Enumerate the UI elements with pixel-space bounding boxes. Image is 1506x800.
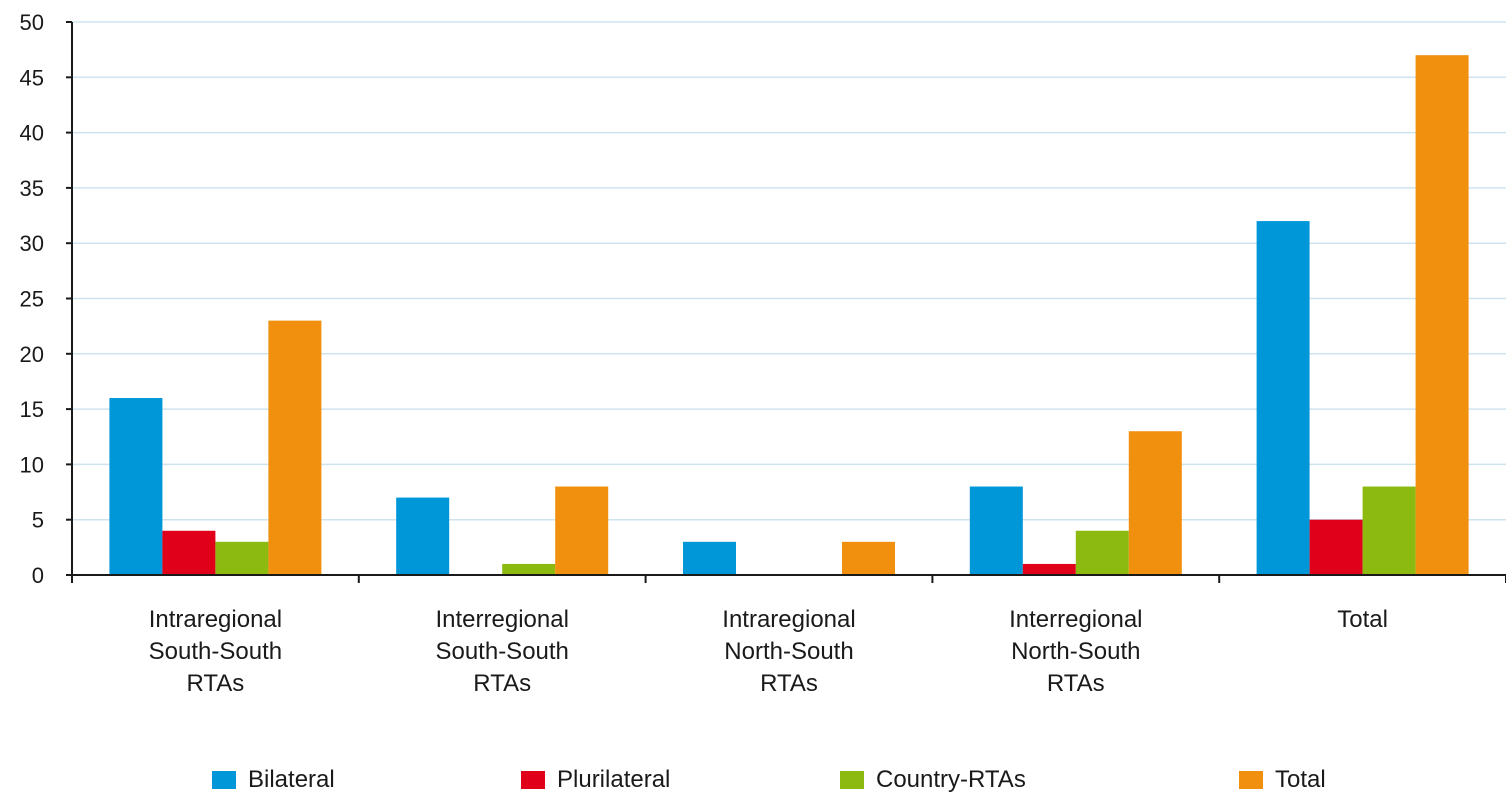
y-tick-label: 40	[20, 121, 44, 146]
x-category-label: RTAs	[760, 670, 818, 697]
bar-plurilateral	[162, 530, 216, 575]
y-tick-label: 35	[20, 176, 44, 201]
y-tick-label: 50	[20, 10, 44, 35]
bar-total	[1415, 55, 1469, 576]
bar-total	[555, 486, 609, 575]
legend-label: Total	[1275, 766, 1326, 793]
bar-bilateral	[396, 497, 450, 575]
legend: Bilateral Plurilateral Country-RTAs Total	[0, 760, 1506, 800]
x-category-label: Intraregional	[722, 606, 855, 633]
bar-country-rtas	[1362, 486, 1416, 575]
x-category-label: North-South	[724, 638, 853, 665]
y-tick-label: 45	[20, 65, 44, 90]
legend-label: Bilateral	[248, 766, 335, 793]
legend-item: Country-RTAs	[840, 766, 1026, 794]
legend-label: Plurilateral	[557, 766, 671, 793]
legend-item: Bilateral	[212, 766, 335, 794]
bar-bilateral	[109, 398, 163, 575]
bars	[109, 55, 1469, 576]
y-tick-label: 15	[20, 397, 44, 422]
legend-swatch	[521, 771, 545, 789]
legend-item: Plurilateral	[521, 766, 670, 794]
bar-total	[268, 320, 322, 575]
bar-plurilateral	[1309, 519, 1363, 575]
x-category-label: Interregional	[435, 606, 568, 633]
y-tick-label: 0	[32, 563, 44, 588]
bar-total	[1128, 431, 1182, 575]
y-tick-label: 20	[20, 342, 44, 367]
bar-chart: 0 5 10 15 20 25 30 35 40 45 50 Intraregional South-…	[20, 10, 1506, 697]
legend-swatch	[1239, 771, 1263, 789]
bar-bilateral	[683, 541, 736, 575]
y-tick-label: 10	[20, 452, 44, 477]
x-category-label: South-South	[149, 638, 282, 665]
x-category-label: RTAs	[473, 670, 531, 697]
bar-plurilateral	[1022, 563, 1076, 575]
x-category-label: North-South	[1011, 638, 1140, 665]
x-category-label: South-South	[435, 638, 568, 665]
legend-item: Total	[1239, 766, 1326, 794]
x-category-label: Total	[1337, 606, 1388, 633]
x-category-label: RTAs	[187, 670, 245, 697]
x-category-label: Intraregional	[149, 606, 282, 633]
bar-country-rtas	[1075, 530, 1129, 575]
y-tick-label: 25	[20, 287, 44, 312]
bar-country-rtas	[215, 541, 269, 575]
x-axis: Intraregional South-South RTAs Interregiona…	[71, 574, 1506, 697]
x-category-label: RTAs	[1047, 670, 1105, 697]
legend-label: Country-RTAs	[876, 766, 1026, 793]
y-axis: 0 5 10 15 20 25 30 35 40 45 50	[20, 10, 73, 588]
legend-swatch	[840, 771, 864, 789]
bar-total	[842, 541, 895, 575]
bar-bilateral	[1256, 221, 1310, 575]
legend-swatch	[212, 771, 236, 789]
y-tick-label: 30	[20, 231, 44, 256]
bar-bilateral	[969, 486, 1023, 575]
y-tick-label: 5	[32, 508, 44, 533]
x-category-label: Interregional	[1009, 606, 1142, 633]
bar-country-rtas	[502, 563, 556, 575]
